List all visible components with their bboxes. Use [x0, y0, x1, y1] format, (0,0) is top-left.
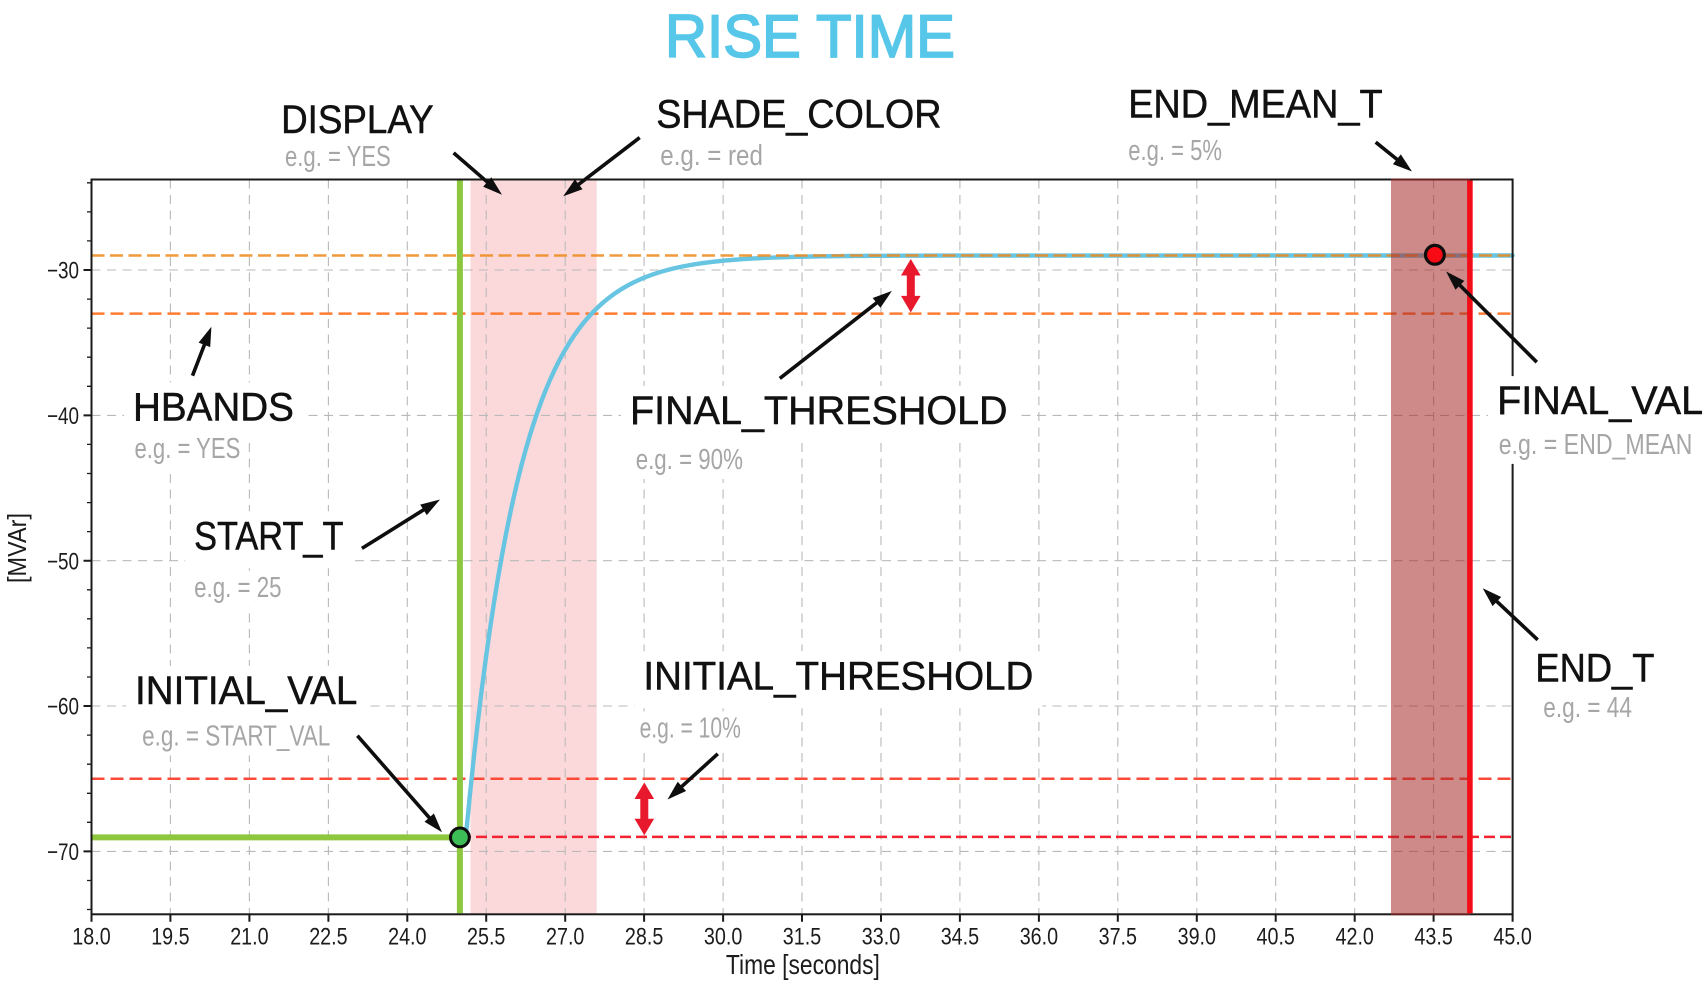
- svg-text:END_MEAN_T: END_MEAN_T: [1128, 83, 1383, 127]
- svg-text:SHADE_COLOR: SHADE_COLOR: [656, 93, 941, 137]
- svg-text:43.5: 43.5: [1414, 924, 1452, 951]
- svg-text:−70: −70: [47, 839, 79, 866]
- svg-text:INITIAL_VAL: INITIAL_VAL: [135, 669, 357, 713]
- svg-text:e.g. = YES: e.g. = YES: [285, 141, 391, 173]
- svg-text:37.5: 37.5: [1099, 924, 1137, 951]
- svg-text:−50: −50: [47, 548, 79, 575]
- svg-text:e.g. = 44: e.g. = 44: [1543, 692, 1632, 724]
- svg-text:FINAL_THRESHOLD: FINAL_THRESHOLD: [630, 389, 1008, 433]
- svg-text:START_T: START_T: [194, 514, 343, 558]
- svg-text:39.0: 39.0: [1178, 924, 1216, 951]
- svg-text:e.g. = red: e.g. = red: [660, 140, 763, 172]
- svg-text:e.g. = START_VAL: e.g. = START_VAL: [142, 721, 330, 753]
- svg-text:24.0: 24.0: [388, 924, 426, 951]
- svg-text:e.g. = 90%: e.g. = 90%: [636, 444, 743, 476]
- svg-text:18.0: 18.0: [72, 924, 110, 951]
- svg-text:−60: −60: [47, 694, 79, 721]
- svg-text:30.0: 30.0: [704, 924, 742, 951]
- svg-text:e.g. = YES: e.g. = YES: [135, 433, 241, 465]
- svg-text:HBANDS: HBANDS: [133, 385, 294, 429]
- svg-text:e.g. = 5%: e.g. = 5%: [1128, 135, 1222, 167]
- svg-text:22.5: 22.5: [309, 924, 347, 951]
- svg-text:INITIAL_THRESHOLD: INITIAL_THRESHOLD: [643, 654, 1033, 698]
- svg-text:36.0: 36.0: [1020, 924, 1058, 951]
- svg-text:19.5: 19.5: [151, 924, 189, 951]
- svg-text:21.0: 21.0: [230, 924, 268, 951]
- svg-text:e.g. = 25: e.g. = 25: [194, 572, 282, 604]
- svg-text:DISPLAY: DISPLAY: [281, 98, 434, 142]
- svg-text:31.5: 31.5: [783, 924, 821, 951]
- svg-text:42.0: 42.0: [1336, 924, 1374, 951]
- svg-text:34.5: 34.5: [941, 924, 979, 951]
- svg-text:END_T: END_T: [1535, 646, 1654, 690]
- svg-text:27.0: 27.0: [546, 924, 584, 951]
- svg-text:FINAL_VAL: FINAL_VAL: [1497, 379, 1703, 423]
- svg-text:−30: −30: [47, 258, 79, 285]
- svg-text:25.5: 25.5: [467, 924, 505, 951]
- svg-text:Time [seconds]: Time [seconds]: [726, 949, 880, 980]
- svg-text:e.g. = END_MEAN: e.g. = END_MEAN: [1499, 429, 1693, 461]
- svg-text:−40: −40: [47, 403, 79, 430]
- svg-text:33.0: 33.0: [862, 924, 900, 951]
- svg-text:40.5: 40.5: [1257, 924, 1295, 951]
- svg-text:45.0: 45.0: [1493, 924, 1531, 951]
- svg-text:RISE TIME: RISE TIME: [665, 3, 955, 70]
- svg-text:28.5: 28.5: [625, 924, 663, 951]
- svg-text:[MVAr]: [MVAr]: [2, 513, 32, 583]
- svg-text:e.g. = 10%: e.g. = 10%: [640, 712, 741, 744]
